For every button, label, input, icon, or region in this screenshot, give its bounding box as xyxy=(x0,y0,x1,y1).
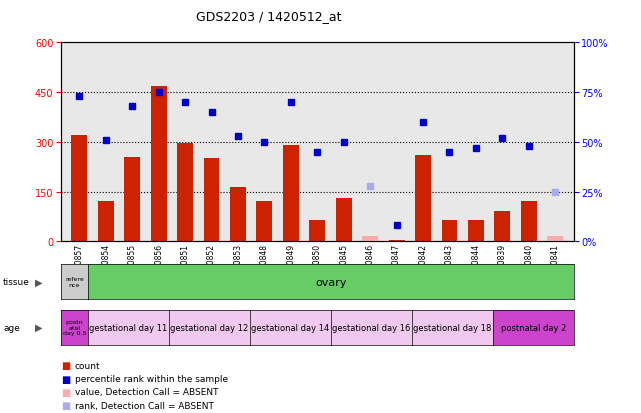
Bar xyxy=(230,187,246,242)
Text: value, Detection Call = ABSENT: value, Detection Call = ABSENT xyxy=(75,387,219,396)
Bar xyxy=(415,156,431,242)
Text: gestational day 12: gestational day 12 xyxy=(171,323,249,332)
Text: ovary: ovary xyxy=(315,277,347,287)
Bar xyxy=(336,199,352,242)
Text: gestational day 11: gestational day 11 xyxy=(89,323,167,332)
Text: postn
atal
day 0.5: postn atal day 0.5 xyxy=(63,319,86,335)
Bar xyxy=(310,220,325,242)
Text: tissue: tissue xyxy=(3,278,30,286)
Text: rank, Detection Call = ABSENT: rank, Detection Call = ABSENT xyxy=(75,401,214,410)
Text: GDS2203 / 1420512_at: GDS2203 / 1420512_at xyxy=(197,10,342,23)
Bar xyxy=(442,220,458,242)
Bar xyxy=(256,202,272,242)
Bar xyxy=(388,240,404,242)
Bar xyxy=(124,157,140,242)
Bar xyxy=(177,144,193,242)
Text: ▶: ▶ xyxy=(35,322,43,332)
Text: refere
nce: refere nce xyxy=(65,276,84,287)
Bar xyxy=(494,212,510,242)
Text: gestational day 14: gestational day 14 xyxy=(251,323,329,332)
Bar xyxy=(362,237,378,242)
Bar xyxy=(547,237,563,242)
Bar xyxy=(71,136,87,242)
Bar xyxy=(468,220,484,242)
Bar xyxy=(98,202,113,242)
Text: ■: ■ xyxy=(61,361,70,370)
Text: percentile rank within the sample: percentile rank within the sample xyxy=(75,374,228,383)
Text: gestational day 18: gestational day 18 xyxy=(413,323,492,332)
Text: ▶: ▶ xyxy=(35,277,43,287)
Bar xyxy=(151,86,167,242)
Text: ■: ■ xyxy=(61,400,70,410)
Text: ■: ■ xyxy=(61,387,70,397)
Bar xyxy=(283,146,299,242)
Text: ■: ■ xyxy=(61,374,70,384)
Text: postnatal day 2: postnatal day 2 xyxy=(501,323,566,332)
Text: age: age xyxy=(3,323,20,332)
Bar xyxy=(521,202,537,242)
Text: gestational day 16: gestational day 16 xyxy=(332,323,410,332)
Text: count: count xyxy=(75,361,101,370)
Bar xyxy=(204,159,219,242)
